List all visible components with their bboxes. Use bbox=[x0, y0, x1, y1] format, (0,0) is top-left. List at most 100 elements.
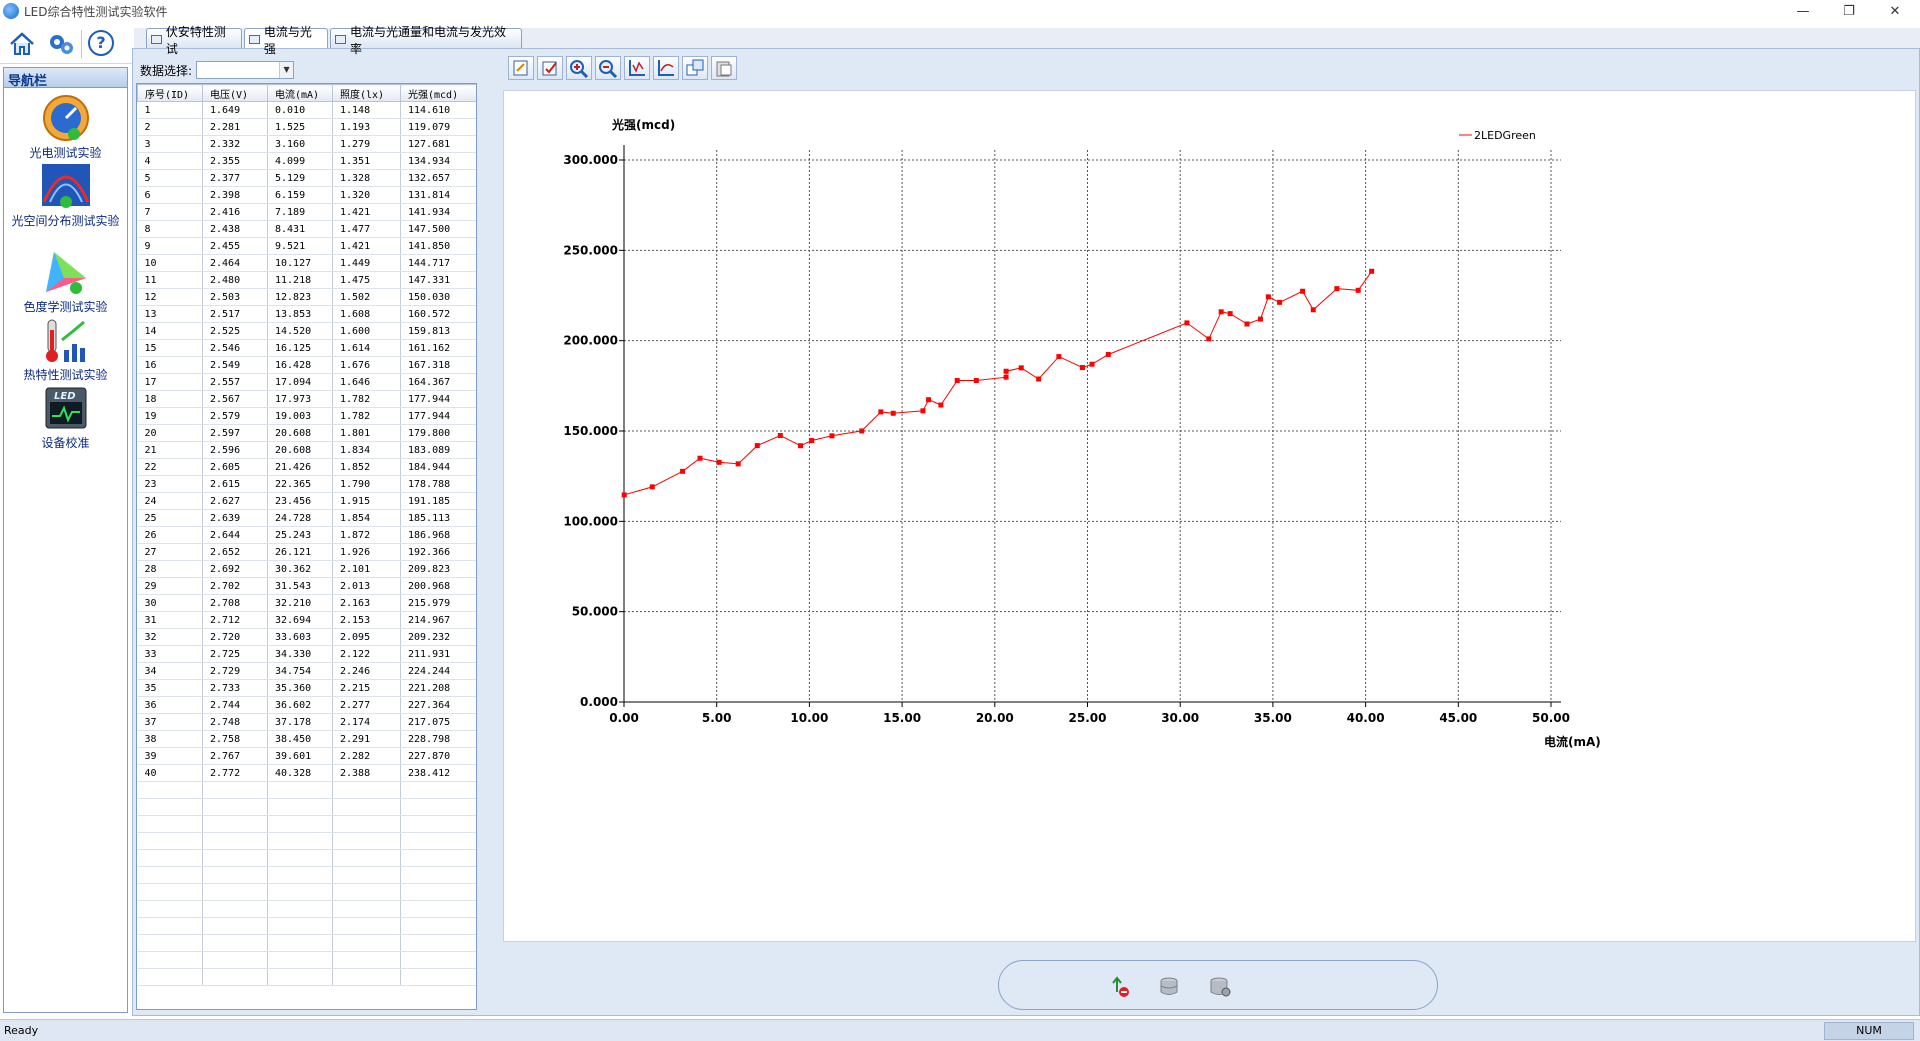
curve-icon[interactable] bbox=[653, 56, 679, 80]
table-cell: 36.602 bbox=[267, 696, 333, 714]
title-bar: LED综合特性测试实验软件 — ❐ ✕ bbox=[0, 0, 1920, 22]
table-row[interactable]: 11 2.480 11.218 1.475 147.331 bbox=[137, 271, 476, 289]
table-row[interactable]: 34 2.729 34.754 2.246 224.244 bbox=[137, 662, 476, 680]
data-select-combo[interactable]: ▼ bbox=[196, 61, 295, 79]
table-cell bbox=[267, 849, 333, 867]
table-cell bbox=[137, 968, 203, 986]
data-point bbox=[697, 455, 703, 461]
table-row[interactable]: 30 2.708 32.210 2.163 215.979 bbox=[137, 594, 476, 612]
table-row[interactable]: 35 2.733 35.360 2.215 221.208 bbox=[137, 679, 476, 697]
table-row[interactable]: 21 2.596 20.608 1.834 183.089 bbox=[137, 441, 476, 459]
nav-item-label: 热特性测试实验 bbox=[23, 368, 108, 382]
table-row[interactable]: 16 2.549 16.428 1.676 167.318 bbox=[137, 356, 476, 374]
table-row[interactable]: 10 2.464 10.127 1.449 144.717 bbox=[137, 254, 476, 272]
table-row[interactable]: 24 2.627 23.456 1.915 191.185 bbox=[137, 492, 476, 510]
table-row[interactable]: 7 2.416 7.189 1.421 141.934 bbox=[137, 203, 476, 221]
column-header[interactable]: 光强(mcd) bbox=[400, 84, 476, 102]
tab-current-intensity[interactable]: 电流与光强 bbox=[244, 25, 328, 56]
tab-iv-test[interactable]: 伏安特性测试 bbox=[146, 25, 242, 56]
table-row[interactable]: 1 1.649 0.010 1.148 114.610 bbox=[137, 101, 476, 119]
y-tick-label: 100.000 bbox=[563, 514, 618, 528]
home-icon[interactable] bbox=[8, 30, 36, 58]
data-select-label: 数据选择: bbox=[140, 63, 193, 78]
table-row[interactable]: 31 2.712 32.694 2.153 214.967 bbox=[137, 611, 476, 629]
column-header[interactable]: 电流(mA) bbox=[267, 84, 333, 102]
table-cell: 114.610 bbox=[400, 101, 476, 119]
clipboard-icon[interactable] bbox=[711, 56, 737, 80]
nav-item-chromaticity[interactable]: 色度学测试实验 bbox=[4, 248, 127, 314]
table-cell: 2.557 bbox=[202, 373, 268, 391]
table-row[interactable]: 15 2.546 16.125 1.614 161.162 bbox=[137, 339, 476, 357]
table-row[interactable]: 14 2.525 14.520 1.600 159.813 bbox=[137, 322, 476, 340]
table-row[interactable]: 13 2.517 13.853 1.608 160.572 bbox=[137, 305, 476, 323]
table-row[interactable]: 17 2.557 17.094 1.646 164.367 bbox=[137, 373, 476, 391]
column-header[interactable]: 序号(ID) bbox=[137, 84, 203, 102]
data-point bbox=[926, 397, 932, 403]
database-icon[interactable] bbox=[1159, 976, 1181, 998]
axis-icon[interactable] bbox=[624, 56, 650, 80]
zoom-out-icon[interactable] bbox=[595, 56, 621, 80]
select-icon[interactable] bbox=[537, 56, 563, 80]
table-row[interactable]: 33 2.725 34.330 2.122 211.931 bbox=[137, 645, 476, 663]
table-row[interactable]: 3 2.332 3.160 1.279 127.681 bbox=[137, 135, 476, 153]
nav-item-thermal[interactable]: 热特性测试实验 bbox=[4, 316, 127, 382]
column-header[interactable]: 照度(lx) bbox=[332, 84, 401, 102]
table-row[interactable]: 23 2.615 22.365 1.790 178.788 bbox=[137, 475, 476, 493]
table-row[interactable]: 12 2.503 12.823 1.502 150.030 bbox=[137, 288, 476, 306]
table-cell: 1.525 bbox=[267, 118, 333, 136]
table-cell: 186.968 bbox=[400, 526, 476, 544]
table-cell: 2.708 bbox=[202, 594, 268, 612]
table-row[interactable]: 2 2.281 1.525 1.193 119.079 bbox=[137, 118, 476, 136]
table-row[interactable]: 40 2.772 40.328 2.388 238.412 bbox=[137, 764, 476, 782]
column-header[interactable]: 电压(V) bbox=[202, 84, 268, 102]
table-cell: 19.003 bbox=[267, 407, 333, 425]
table-row[interactable]: 8 2.438 8.431 1.477 147.500 bbox=[137, 220, 476, 238]
table-row[interactable]: 19 2.579 19.003 1.782 177.944 bbox=[137, 407, 476, 425]
table-cell: 32.694 bbox=[267, 611, 333, 629]
copy-icon[interactable] bbox=[682, 56, 708, 80]
nav-item-spatial[interactable]: 光空间分布测试实验 bbox=[4, 162, 127, 228]
table-row[interactable]: 25 2.639 24.728 1.854 185.113 bbox=[137, 509, 476, 527]
chevron-down-icon[interactable]: ▼ bbox=[279, 62, 294, 78]
table-row[interactable]: 22 2.605 21.426 1.852 184.944 bbox=[137, 458, 476, 476]
settings-icon[interactable] bbox=[47, 30, 75, 58]
maximize-button[interactable]: ❐ bbox=[1843, 3, 1855, 19]
table-row[interactable]: 6 2.398 6.159 1.320 131.814 bbox=[137, 186, 476, 204]
table-cell: 1.854 bbox=[332, 509, 401, 527]
table-row[interactable]: 4 2.355 4.099 1.351 134.934 bbox=[137, 152, 476, 170]
x-tick-label: 40.00 bbox=[1347, 711, 1385, 725]
data-table[interactable]: 序号(ID) 电压(V) 电流(mA) 照度(lx) 光强(mcd) 1 1.649 0.0… bbox=[136, 83, 477, 1010]
table-row[interactable]: 39 2.767 39.601 2.282 227.870 bbox=[137, 747, 476, 765]
chromaticity-icon bbox=[45, 252, 86, 294]
tab-current-flux-efficiency[interactable]: 电流与光通量和电流与发光效率 bbox=[330, 25, 522, 56]
data-point bbox=[754, 443, 760, 449]
table-cell: 1.872 bbox=[332, 526, 401, 544]
table-row[interactable]: 9 2.455 9.521 1.421 141.850 bbox=[137, 237, 476, 255]
minimize-button[interactable]: — bbox=[1796, 3, 1810, 19]
table-row[interactable]: 26 2.644 25.243 1.872 186.968 bbox=[137, 526, 476, 544]
empty-row bbox=[137, 781, 476, 799]
table-row[interactable]: 18 2.567 17.973 1.782 177.944 bbox=[137, 390, 476, 408]
edit-icon[interactable] bbox=[508, 56, 534, 80]
database-settings-icon[interactable] bbox=[1209, 976, 1231, 998]
zoom-in-icon[interactable] bbox=[566, 56, 592, 80]
series-line bbox=[624, 271, 1373, 496]
table-cell: 238.412 bbox=[400, 764, 476, 782]
nav-item-calibration[interactable]: LED 设备校准 bbox=[4, 384, 127, 450]
close-button[interactable]: ✕ bbox=[1889, 3, 1901, 19]
table-row[interactable]: 29 2.702 31.543 2.013 200.968 bbox=[137, 577, 476, 595]
table-cell: 36 bbox=[137, 696, 203, 714]
usb-disconnect-icon[interactable] bbox=[1109, 976, 1131, 998]
table-row[interactable]: 36 2.744 36.602 2.277 227.364 bbox=[137, 696, 476, 714]
nav-item-photoelectric[interactable]: 光电测试实验 bbox=[4, 94, 127, 160]
table-cell: 31 bbox=[137, 611, 203, 629]
table-row[interactable]: 27 2.652 26.121 1.926 192.366 bbox=[137, 543, 476, 561]
table-row[interactable]: 5 2.377 5.129 1.328 132.657 bbox=[137, 169, 476, 187]
table-row[interactable]: 20 2.597 20.608 1.801 179.800 bbox=[137, 424, 476, 442]
table-row[interactable]: 38 2.758 38.450 2.291 228.798 bbox=[137, 730, 476, 748]
table-row[interactable]: 37 2.748 37.178 2.174 217.075 bbox=[137, 713, 476, 731]
table-row[interactable]: 32 2.720 33.603 2.095 209.232 bbox=[137, 628, 476, 646]
table-cell: 9 bbox=[137, 237, 203, 255]
table-row[interactable]: 28 2.692 30.362 2.101 209.823 bbox=[137, 560, 476, 578]
help-icon[interactable]: ? bbox=[88, 30, 114, 56]
